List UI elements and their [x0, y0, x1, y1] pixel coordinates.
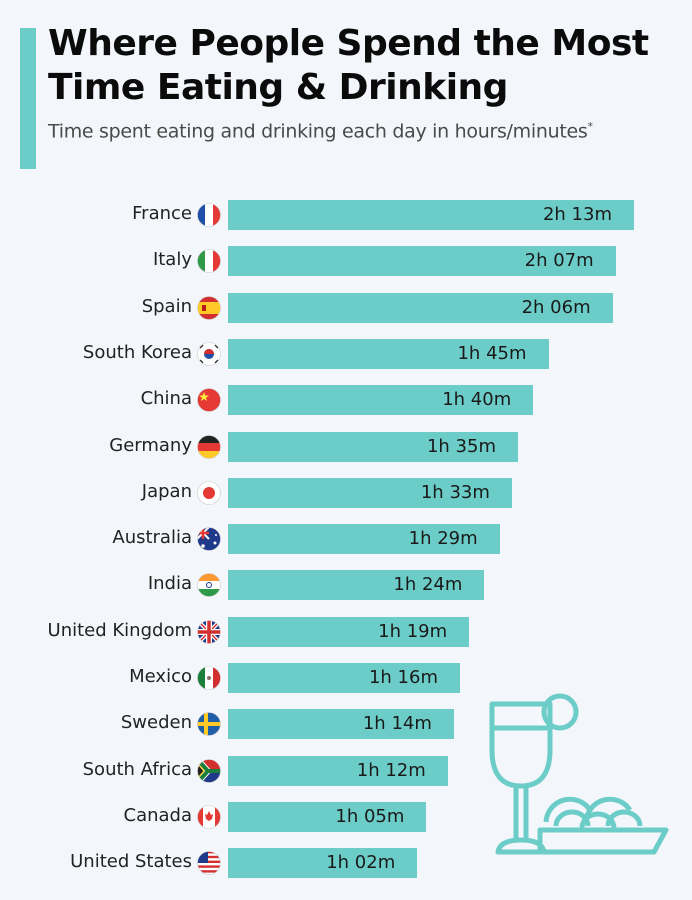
- category-label: Mexico: [129, 666, 192, 687]
- category-label: Italy: [152, 249, 192, 271]
- data-label: 1h 05m: [335, 805, 405, 827]
- data-label: 1h 33m: [420, 481, 490, 503]
- data-label: 1h 19m: [378, 620, 448, 642]
- bar-row: China 1h 40m: [0, 385, 692, 416]
- category-label: India: [147, 573, 192, 595]
- flag-gb-icon: [197, 619, 221, 644]
- drink-and-food-icon: [489, 693, 669, 855]
- category-label: Canada: [123, 804, 193, 826]
- flag-de-icon: [197, 434, 221, 459]
- flag-it-icon: [197, 249, 221, 274]
- bar-row: Italy 2h 07m: [0, 246, 692, 277]
- accent-bar: [20, 28, 36, 169]
- flag-cn-icon: [197, 388, 221, 412]
- category-label: China: [140, 388, 192, 410]
- flag-ca-icon: [197, 805, 221, 829]
- bar-row: Canada 1h 05m: [0, 801, 692, 832]
- flag-mx-icon: [197, 666, 221, 690]
- flag-au-icon: [197, 527, 221, 551]
- flag-in-icon: [197, 573, 221, 598]
- category-label: France: [132, 203, 192, 224]
- bar: 2h 06m: [228, 292, 613, 323]
- data-label: 1h 02m: [326, 852, 396, 874]
- data-label: 1h 35m: [426, 435, 496, 457]
- subtitle-text: Time spent eating and drinking each day …: [48, 120, 588, 143]
- category-label: United Kingdom: [47, 619, 192, 641]
- bar-row: Japan 1h 33m: [0, 477, 692, 508]
- bar: 1h 05m: [228, 801, 427, 832]
- bar-row: Spain 2h 06m: [0, 292, 692, 323]
- bar: 1h 14m: [228, 709, 454, 740]
- flag-za-icon: [197, 758, 221, 783]
- footnote-mark: *: [587, 120, 593, 133]
- flag-es-icon: [197, 295, 221, 320]
- bar: 1h 45m: [228, 338, 549, 369]
- category-label: South Korea: [82, 341, 192, 363]
- bar: 1h 12m: [228, 755, 448, 786]
- chart-title: Where People Spend the Most Time Eating …: [48, 23, 649, 108]
- data-label: 1h 12m: [356, 759, 426, 781]
- bar-row: South Africa 1h 12m: [0, 755, 692, 786]
- flag-se-icon: [197, 712, 221, 737]
- category-label: South Africa: [82, 758, 192, 780]
- data-label: 1h 29m: [408, 528, 478, 550]
- flag-fr-icon: [197, 203, 221, 227]
- category-label: Germany: [109, 434, 192, 456]
- category-label: Australia: [112, 527, 192, 549]
- flag-kr-icon: [197, 342, 221, 366]
- bar: 1h 33m: [228, 477, 512, 508]
- category-label: Japan: [141, 480, 192, 502]
- bar: 1h 02m: [228, 848, 418, 879]
- bar: 1h 40m: [228, 385, 534, 416]
- data-label: 1h 14m: [362, 713, 432, 735]
- bar-row: Germany 1h 35m: [0, 431, 692, 462]
- category-label: United States: [70, 851, 192, 873]
- bar-row: United States 1h 02m: [0, 848, 692, 879]
- bar: 1h 24m: [228, 570, 485, 601]
- bar-row: South Korea 1h 45m: [0, 338, 692, 369]
- data-label: 1h 45m: [457, 342, 527, 364]
- bar: 2h 13m: [228, 200, 634, 230]
- category-label: Sweden: [120, 712, 192, 734]
- bar-row: Australia 1h 29m: [0, 524, 692, 555]
- category-label: Spain: [141, 295, 192, 317]
- bar-row: France 2h 13m: [0, 200, 692, 230]
- chart-subtitle: Time spent eating and drinking each day …: [48, 120, 593, 142]
- data-label: 1h 40m: [442, 389, 512, 411]
- data-label: 2h 07m: [524, 250, 594, 272]
- data-label: 2h 13m: [542, 204, 612, 225]
- data-label: 2h 06m: [521, 296, 591, 318]
- bar: 1h 19m: [228, 616, 470, 647]
- bar-row: United Kingdom 1h 19m: [0, 616, 692, 647]
- data-label: 1h 24m: [393, 574, 463, 596]
- bar: 1h 35m: [228, 431, 518, 462]
- bar: 2h 07m: [228, 246, 616, 277]
- flag-jp-icon: [197, 480, 221, 505]
- data-label: 1h 16m: [368, 667, 438, 688]
- flag-us-icon: [197, 851, 221, 875]
- bar: 1h 29m: [228, 524, 500, 555]
- bar-row: Mexico 1h 16m: [0, 663, 692, 693]
- bar-row: Sweden 1h 14m: [0, 709, 692, 740]
- bar-row: India 1h 24m: [0, 570, 692, 601]
- bar: 1h 16m: [228, 663, 460, 693]
